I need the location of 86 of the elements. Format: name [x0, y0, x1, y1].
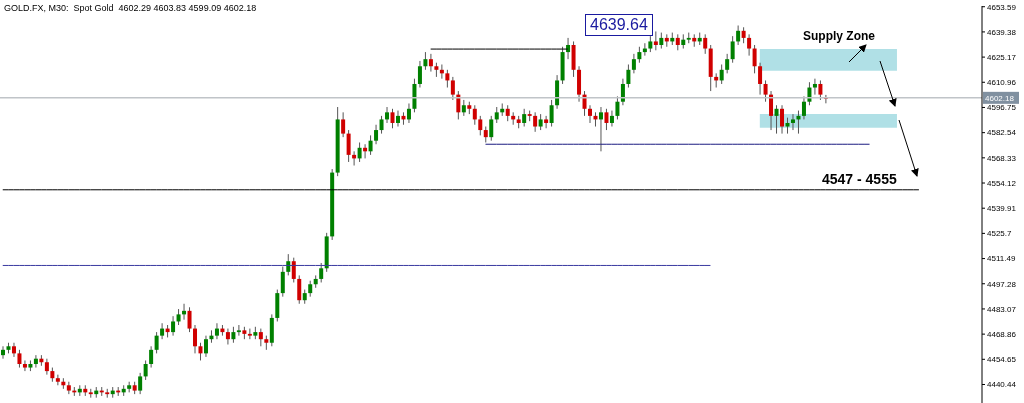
candlestick — [297, 274, 302, 305]
y-tick-label: 4511.49 — [987, 254, 1016, 264]
candlestick — [790, 113, 795, 131]
candlestick — [450, 76, 455, 101]
candlestick — [653, 30, 658, 51]
annotation: 4639.64 — [585, 14, 653, 36]
candlestick — [774, 104, 779, 135]
y-tick-label: 4497.28 — [987, 279, 1017, 289]
candlestick — [620, 78, 625, 106]
candlestick — [291, 257, 296, 283]
y-tick-label: 4554.12 — [987, 178, 1017, 188]
candlestick — [736, 25, 741, 46]
candlestick — [626, 63, 631, 89]
candlestick — [544, 115, 549, 129]
candlestick — [236, 324, 241, 337]
candlestick — [406, 102, 411, 124]
y-tick-label: 4454.65 — [987, 355, 1017, 365]
candlestick — [395, 110, 400, 128]
candlestick — [549, 99, 554, 128]
candlestick — [725, 53, 730, 74]
candlestick — [390, 108, 395, 129]
candlestick — [780, 104, 785, 135]
candlestick — [143, 359, 148, 381]
candlestick — [489, 115, 494, 142]
y-tick-label: 4440.44 — [987, 380, 1017, 390]
candlestick — [160, 322, 165, 340]
candlestick — [154, 331, 159, 354]
candlestick — [478, 115, 483, 136]
candlestick — [747, 33, 752, 57]
y-tick-label: 4483.07 — [987, 304, 1017, 314]
candlestick — [472, 104, 477, 126]
candlestick — [598, 106, 603, 152]
candlestick — [22, 359, 27, 372]
candlestick — [33, 354, 38, 369]
chart-title: GOLD.FX, M30: Spot Gold 4602.29 4603.83 4599.09 4602.18 — [4, 3, 257, 13]
candlestick — [368, 134, 373, 156]
y-tick-label: 4653.59 — [987, 2, 1017, 12]
candlestick — [193, 324, 198, 354]
candlestick — [1, 345, 5, 360]
annotation: Supply Zone — [803, 29, 875, 43]
y-tick-label: 4610.96 — [987, 78, 1017, 88]
candlestick — [374, 124, 379, 145]
candlestick — [11, 342, 16, 358]
candlestick — [138, 372, 143, 395]
candlestick — [812, 78, 817, 96]
candlestick — [758, 62, 763, 96]
candlestick — [319, 262, 324, 283]
candlestick — [703, 33, 708, 55]
candlestick — [280, 266, 285, 298]
y-tick-label: 4568.33 — [987, 153, 1017, 163]
candlestick — [385, 106, 390, 124]
candlestick — [631, 53, 636, 74]
candlestick — [719, 63, 724, 85]
y-tick-label: 4582.54 — [987, 128, 1017, 138]
candlestick — [149, 345, 154, 369]
candlestick — [818, 79, 823, 101]
candlestick — [286, 253, 291, 276]
candlestick — [730, 35, 735, 64]
candlestick — [533, 111, 538, 133]
y-tick-label: 4468.86 — [987, 329, 1017, 339]
candlestick — [609, 110, 614, 128]
candlestick — [604, 108, 609, 131]
candlestick — [247, 328, 252, 340]
y-tick-label: 4639.38 — [987, 27, 1017, 37]
candlestick — [171, 315, 176, 337]
candlestick — [214, 322, 219, 340]
candlestick — [615, 95, 620, 120]
candlestick — [55, 374, 60, 386]
annotation: 4547 - 4555 — [822, 171, 897, 187]
candlestick — [346, 129, 351, 163]
candlestick — [763, 79, 768, 103]
candlestick — [588, 104, 593, 124]
y-tick-label: 4596.75 — [987, 103, 1017, 113]
y-tick-label: 4539.91 — [987, 204, 1017, 214]
candlestick — [187, 306, 192, 333]
candlestick — [428, 53, 433, 73]
y-tick-label: 4625.17 — [987, 52, 1017, 62]
candlestick — [203, 335, 208, 358]
candlestick — [801, 95, 806, 120]
y-tick-label: 4525.7 — [987, 229, 1013, 239]
candlestick — [417, 60, 422, 89]
candlestick — [357, 141, 362, 163]
ref-line-label: 4602.18 — [985, 93, 1015, 103]
candlestick — [225, 328, 230, 346]
candlestick — [341, 111, 346, 138]
candlestick — [752, 44, 757, 74]
